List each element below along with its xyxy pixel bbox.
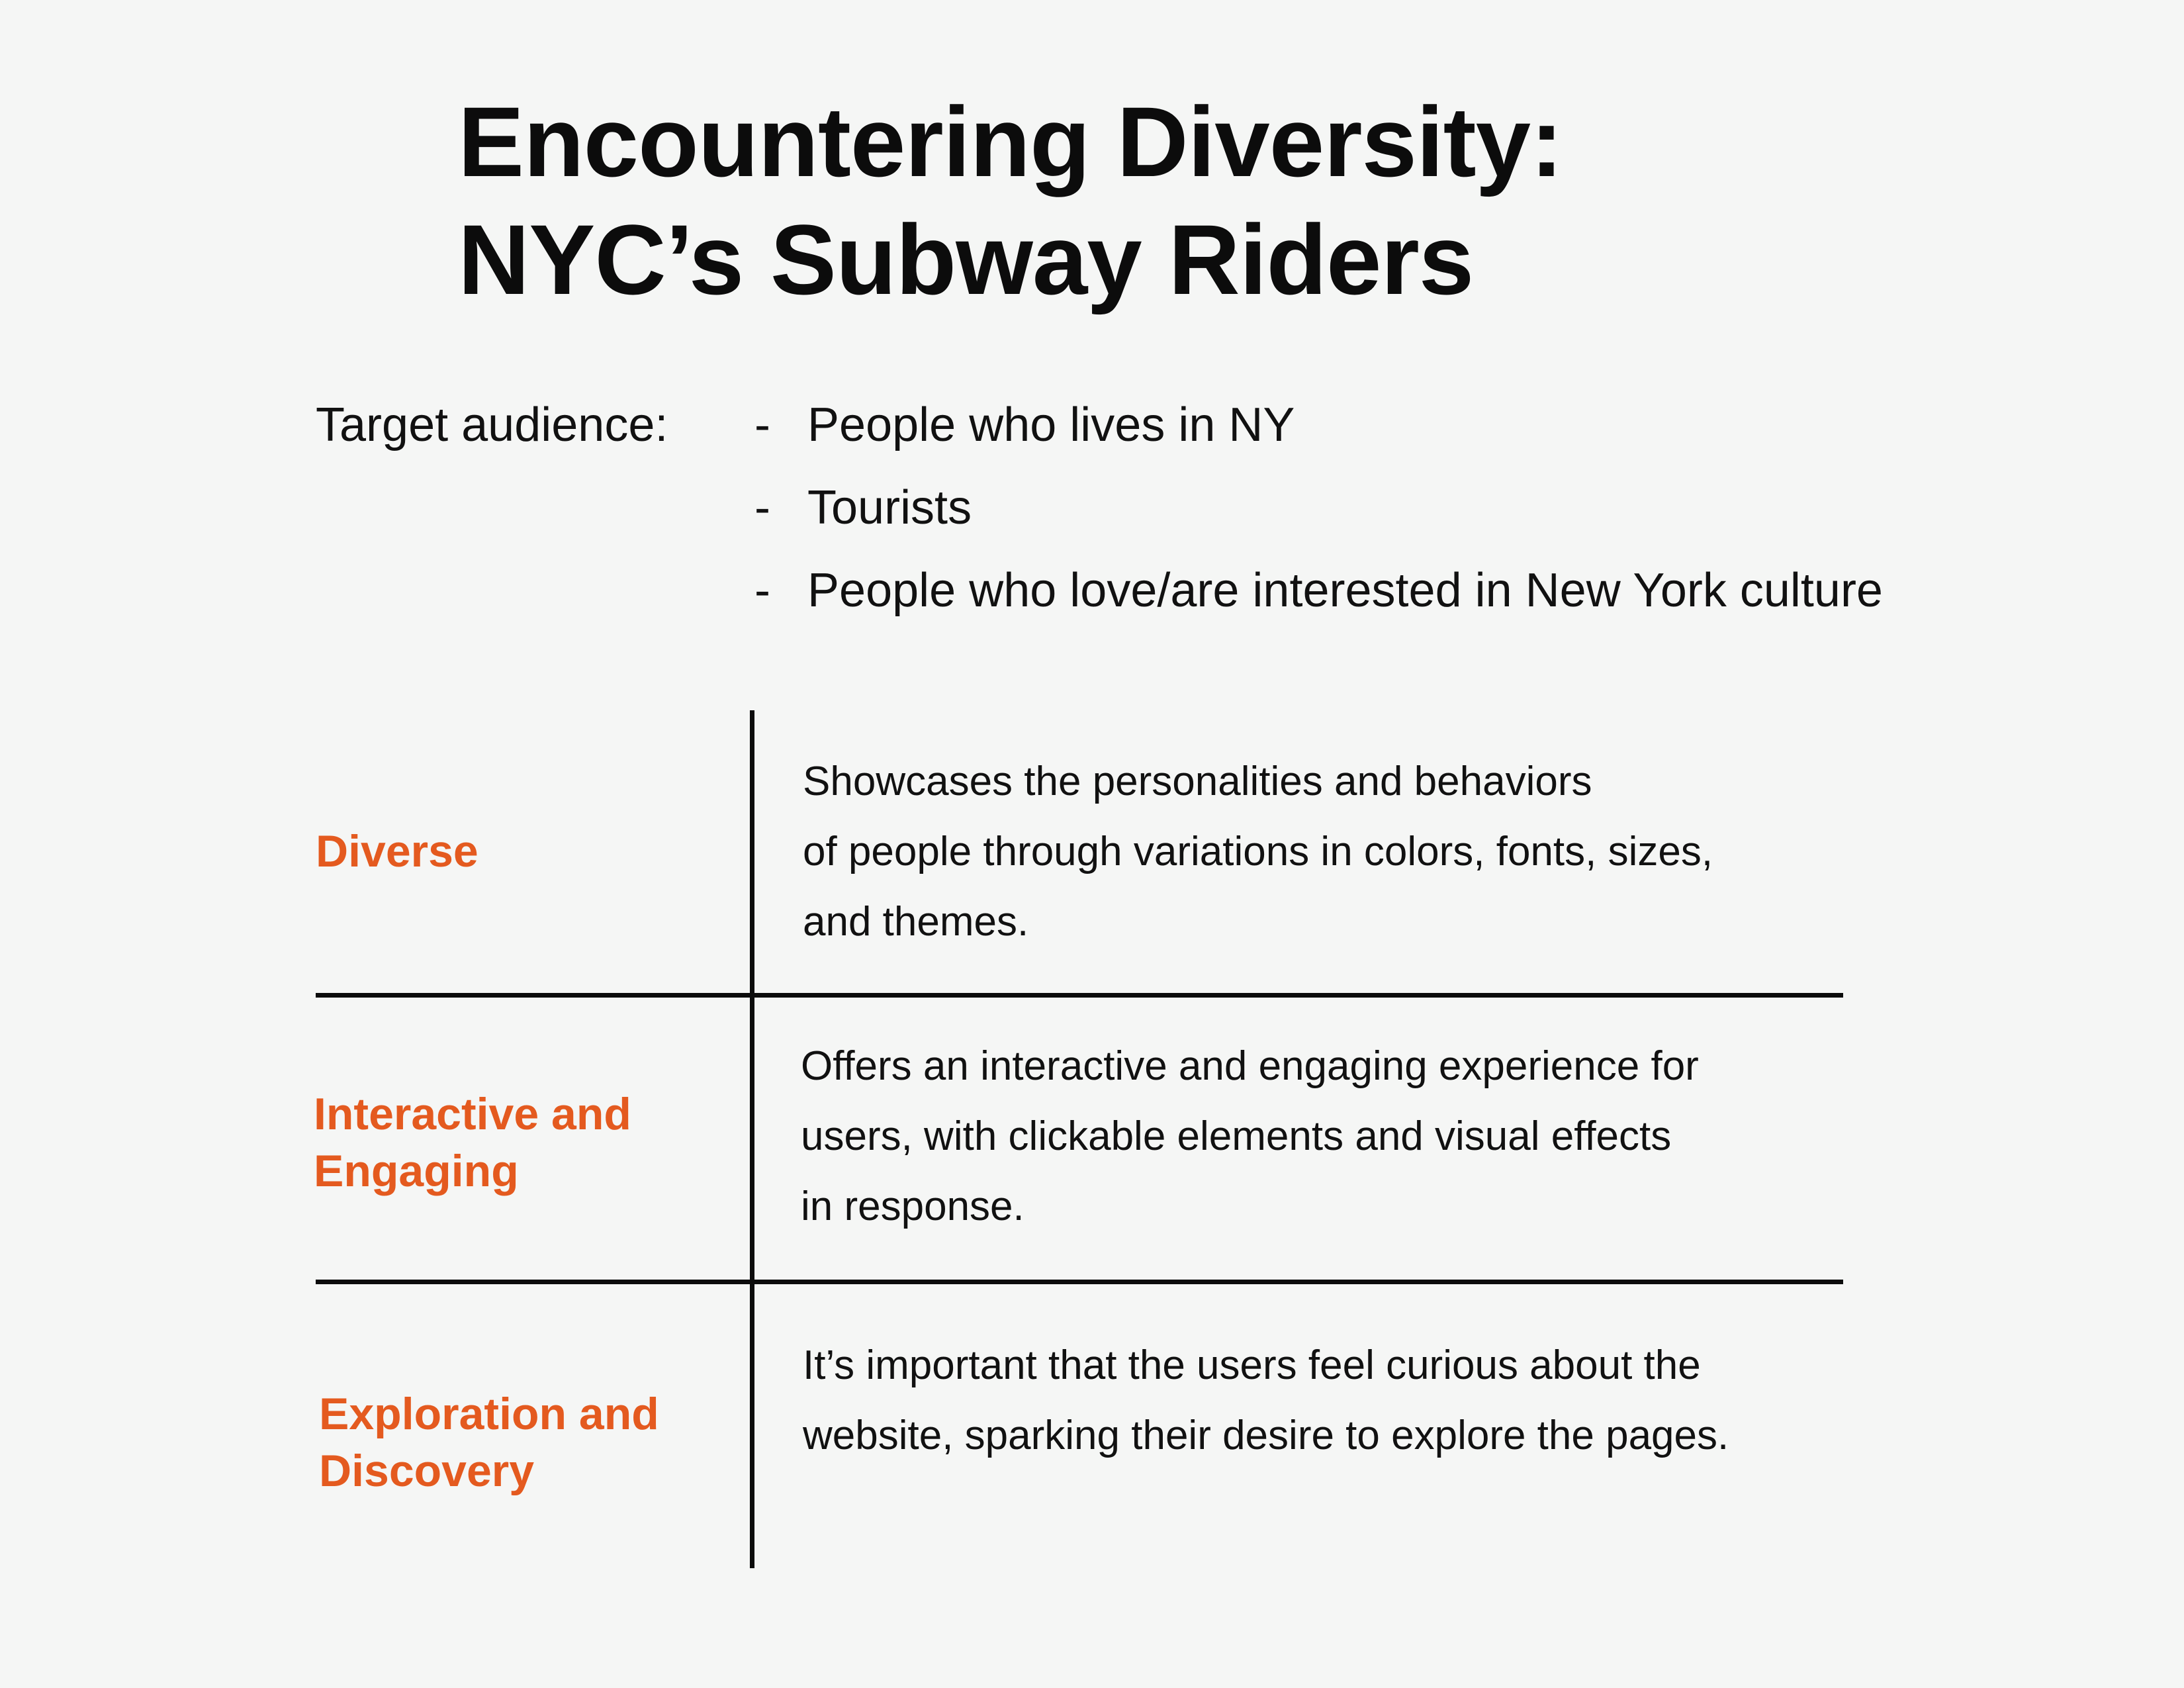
row-label-line: Engaging [314,1146,519,1196]
row-label-line: Exploration and [319,1389,659,1439]
table-row-divider [316,993,1843,998]
title-line-1: Encountering Diversity: [458,86,1563,197]
row-description-line: website, sparking their desire to explor… [803,1413,1729,1458]
row-label-line: Interactive and [314,1089,631,1139]
page-title: Encountering Diversity: NYC’s Subway Rid… [458,83,1914,318]
row-description-line: Showcases the personalities and behavior… [803,759,1592,804]
bullet-dash: - [754,564,770,617]
row-description-interactive: Offers an interactive and engaging exper… [801,1031,1699,1242]
row-label-line: Discovery [319,1446,535,1496]
row-description-diverse: Showcases the personalities and behavior… [803,747,1713,957]
list-item: - Tourists [754,478,1883,561]
row-description-line: Offers an interactive and engaging exper… [801,1043,1699,1089]
bullet-dash: - [754,399,770,451]
row-description-line: users, with clickable elements and visua… [801,1113,1672,1159]
row-label-line: Diverse [316,826,478,876]
row-label-interactive: Interactive and Engaging [314,1086,631,1199]
bullet-dash: - [754,481,770,534]
row-description-exploration: It’s important that the users feel curio… [803,1331,1729,1471]
list-item: - People who love/are interested in New … [754,561,1883,643]
table-vertical-divider [750,710,754,1568]
row-label-diverse: Diverse [316,823,478,880]
row-label-exploration: Exploration and Discovery [319,1385,659,1499]
audience-item-text: People who lives in NY [807,399,1295,451]
audience-item-text: Tourists [807,481,972,534]
row-description-line: and themes. [803,899,1029,945]
title-line-2: NYC’s Subway Riders [458,204,1474,315]
table-row-divider [316,1280,1843,1284]
row-description-line: It’s important that the users feel curio… [803,1342,1701,1388]
row-description-line: in response. [801,1184,1024,1229]
row-description-line: of people through variations in colors, … [803,829,1713,874]
audience-item-text: People who love/are interested in New Yo… [807,564,1883,617]
target-audience-list: - People who lives in NY - Tourists - Pe… [754,395,1883,643]
list-item: - People who lives in NY [754,395,1883,478]
target-audience-label: Target audience: [316,399,668,451]
